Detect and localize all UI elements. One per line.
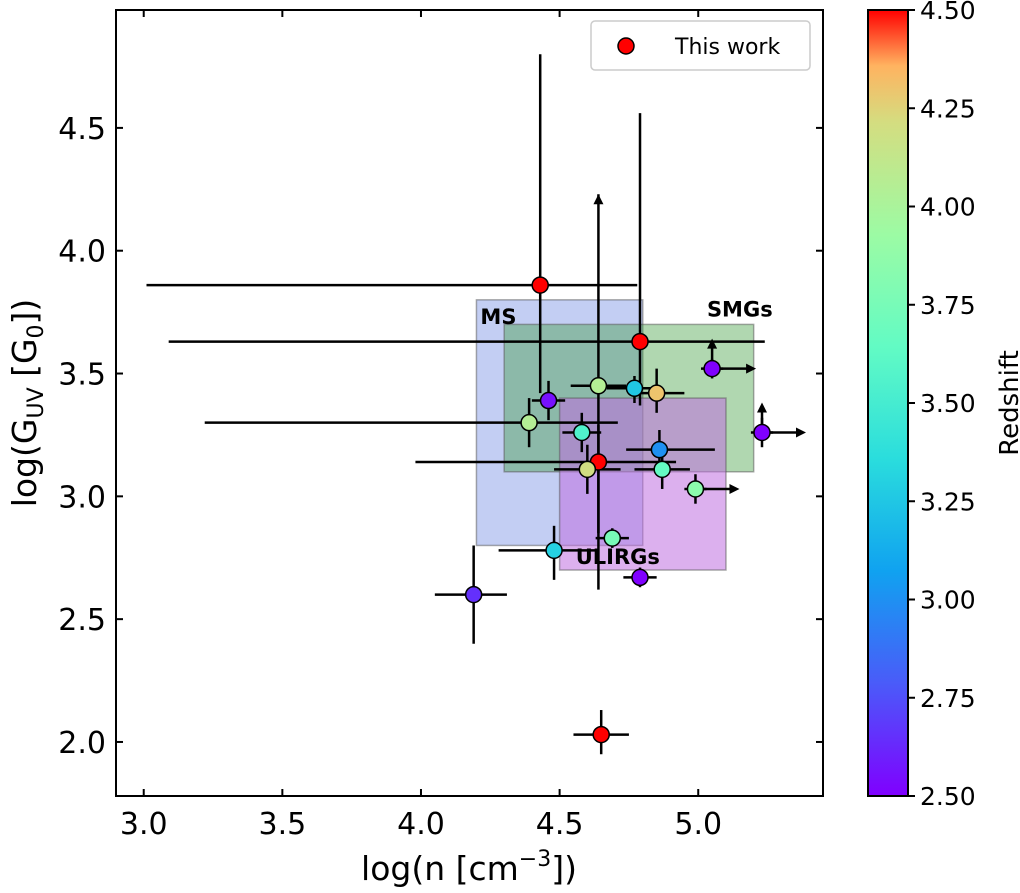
colorbar-ticks: 2.50 2.75 3.00 3.25 3.50 3.75 4.00 4.25 4.50 [908,0,976,811]
x-axis-title: log(n [cm−3]) [361,847,577,888]
legend: This work [590,20,811,71]
legend-marker [617,37,635,55]
data-point [650,440,669,459]
colorbar-tick-label: 3.75 [920,291,976,320]
colorbar-title: Redshift [995,350,1020,456]
data-point [625,379,644,398]
y-tick-label: 4.0 [58,235,106,270]
y-tick-label: 2.0 [58,726,106,761]
legend-frame [590,20,811,71]
y-limit-arrowhead [707,338,718,349]
data-point [539,391,558,410]
y-tick-label: 3.0 [58,480,106,515]
data-point [573,423,591,442]
legend-label: This work [674,35,780,60]
data-point [464,585,483,604]
data-point [603,529,622,547]
colorbar-tick-label: 2.75 [920,684,976,713]
data-point [631,332,649,351]
data-point [686,480,705,498]
y-limit-arrowhead [757,402,768,413]
data-point [631,568,649,587]
x-limit-arrowhead [746,363,757,374]
colorbar-tick-label: 3.50 [920,389,976,418]
x-ticks: 3.0 3.5 4.0 4.5 5.0 [120,10,722,842]
y-tick-label: 3.5 [58,358,106,393]
colorbar-gradient [868,10,908,796]
colorbar-tick-label: 4.50 [920,0,976,25]
data-point [578,460,597,479]
x-limit-arrowhead [796,427,807,438]
x-tick-label: 3.5 [258,807,306,842]
y-tick-label: 4.5 [58,112,106,147]
data-point [520,413,538,432]
x-tick-label: 5.0 [674,807,722,842]
data-point [647,384,666,402]
region-label-smgs: SMGs [707,297,773,321]
plot-frame [115,9,824,797]
data-point [703,359,721,378]
colorbar-tick-label: 3.25 [920,487,976,516]
data-point [545,541,563,560]
region-label-ms: MS [480,305,516,329]
colorbar-tick-label: 4.00 [920,193,976,222]
data-point [653,460,671,479]
y-axis-title: log(GUV [G0]) [5,299,49,508]
colorbar-tick-label: 2.50 [920,782,976,811]
x-tick-label: 3.0 [120,807,168,842]
data-point [592,725,610,744]
x-limit-arrowhead [729,483,740,494]
colorbar-tick-label: 3.00 [920,586,976,615]
colorbar: 2.50 2.75 3.00 3.25 3.50 3.75 4.00 4.25 4.50 Red… [867,0,1020,811]
data-point [589,377,608,395]
y-limit-arrowhead [593,194,604,205]
x-tick-label: 4.0 [397,807,445,842]
x-tick-label: 4.5 [536,807,584,842]
points-layer [464,276,771,744]
data-point [753,423,771,442]
y-ticks: 2.0 2.5 3.0 3.5 4.0 4.5 [58,112,823,761]
y-tick-label: 2.5 [58,603,106,638]
regions-layer: MS SMGs ULIRGs [475,297,773,571]
region-label-ulirgs: ULIRGs [576,545,660,569]
colorbar-tick-label: 4.25 [920,94,976,123]
data-point [531,276,549,294]
